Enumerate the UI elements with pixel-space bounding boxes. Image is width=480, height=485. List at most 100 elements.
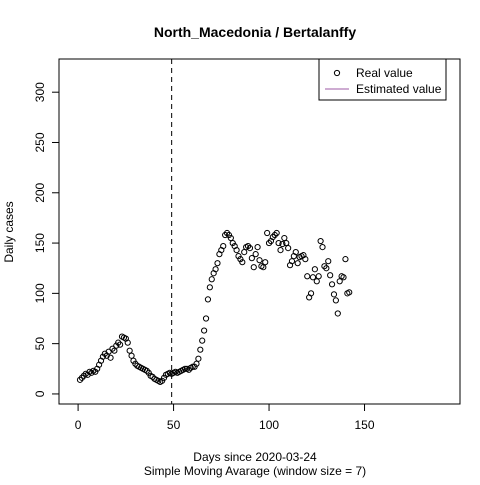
y-tick-label: 200 bbox=[33, 182, 47, 202]
data-point bbox=[254, 243, 261, 251]
data-point bbox=[143, 367, 150, 374]
legend-box bbox=[318, 58, 447, 101]
data-point bbox=[149, 373, 156, 380]
x-tick-label: 100 bbox=[259, 418, 279, 432]
data-point bbox=[208, 276, 215, 283]
data-point bbox=[307, 290, 315, 297]
data-point bbox=[204, 296, 212, 303]
data-point bbox=[233, 247, 240, 254]
data-point bbox=[185, 366, 192, 373]
data-point bbox=[199, 337, 206, 344]
data-point bbox=[277, 247, 284, 254]
data-point bbox=[265, 239, 273, 247]
x-axis-label: Days since 2020-03-24 bbox=[193, 450, 317, 464]
data-point bbox=[321, 263, 328, 270]
x-axis: 0 50 100 150 bbox=[75, 403, 375, 432]
data-point bbox=[323, 265, 330, 272]
y-axis-label: Daily cases bbox=[2, 201, 16, 262]
data-point bbox=[330, 291, 338, 298]
plot-frame bbox=[58, 58, 461, 405]
data-point bbox=[325, 258, 332, 265]
y-tick-label: 150 bbox=[33, 233, 47, 253]
data-point bbox=[109, 345, 116, 352]
data-point bbox=[334, 310, 341, 317]
data-point bbox=[304, 273, 311, 280]
data-point bbox=[252, 251, 259, 258]
data-point bbox=[281, 234, 288, 242]
data-point bbox=[279, 240, 286, 248]
legend-label-estimated-value: Estimated value bbox=[356, 82, 442, 96]
y-tick-label: 250 bbox=[33, 132, 47, 152]
data-point bbox=[197, 346, 204, 353]
data-point bbox=[88, 369, 95, 376]
data-point bbox=[332, 297, 339, 304]
y-tick-label: 100 bbox=[33, 283, 47, 303]
data-point bbox=[115, 339, 122, 346]
data-point bbox=[189, 363, 196, 370]
chart-subtitle: Simple Moving Avarage (window size = 7) bbox=[144, 464, 366, 478]
data-point bbox=[107, 354, 114, 361]
y-tick-label: 50 bbox=[33, 337, 47, 351]
data-point bbox=[195, 355, 202, 362]
data-point bbox=[181, 365, 189, 372]
data-point bbox=[256, 257, 263, 264]
data-point bbox=[80, 372, 87, 379]
data-point bbox=[214, 260, 221, 267]
legend-marker-real-value bbox=[333, 69, 341, 77]
data-point bbox=[128, 352, 135, 359]
data-point bbox=[309, 274, 317, 281]
legend: Real value Estimated value bbox=[318, 58, 447, 101]
data-point bbox=[239, 259, 246, 266]
data-point bbox=[275, 239, 282, 247]
data-point bbox=[206, 284, 213, 291]
data-point bbox=[117, 341, 124, 348]
data-point bbox=[222, 231, 229, 239]
data-point bbox=[273, 229, 280, 237]
data-point bbox=[202, 315, 210, 322]
data-point bbox=[271, 231, 278, 239]
data-point bbox=[105, 348, 112, 355]
x-tick-label: 50 bbox=[167, 418, 181, 432]
data-point bbox=[201, 327, 208, 334]
y-axis: 0 50 100 150 200 250 300 bbox=[33, 82, 60, 397]
data-point bbox=[285, 244, 292, 252]
data-point bbox=[269, 233, 276, 241]
data-point bbox=[244, 242, 252, 250]
data-point bbox=[78, 374, 86, 381]
data-point bbox=[302, 256, 309, 263]
data-point bbox=[246, 244, 254, 252]
y-tick-label: 0 bbox=[33, 390, 47, 397]
data-point bbox=[126, 347, 133, 354]
x-tick-label: 150 bbox=[355, 418, 375, 432]
data-point bbox=[292, 249, 299, 256]
data-point bbox=[342, 256, 349, 263]
y-tick-label: 300 bbox=[33, 82, 47, 102]
data-point bbox=[76, 376, 84, 383]
chart-title: North_Macedonia / Bertalanffy bbox=[154, 24, 356, 40]
data-point bbox=[212, 266, 219, 273]
data-point bbox=[327, 272, 334, 279]
data-point bbox=[294, 260, 301, 267]
data-point bbox=[346, 289, 353, 296]
legend-label-real-value: Real value bbox=[356, 66, 413, 80]
data-point bbox=[124, 339, 131, 346]
x-tick-label: 0 bbox=[75, 418, 82, 432]
data-point bbox=[223, 229, 231, 237]
data-point bbox=[315, 273, 322, 280]
data-point bbox=[250, 264, 257, 271]
data-point bbox=[340, 274, 347, 281]
data-point bbox=[220, 242, 227, 250]
data-point bbox=[262, 259, 269, 266]
data-point bbox=[328, 281, 336, 288]
data-point bbox=[264, 229, 271, 237]
data-point bbox=[248, 255, 255, 262]
data-point bbox=[132, 360, 139, 367]
data-point bbox=[313, 278, 320, 285]
series-real-value bbox=[76, 229, 353, 385]
data-point bbox=[319, 243, 326, 251]
data-point bbox=[311, 266, 318, 273]
data-point bbox=[241, 249, 248, 256]
data-point bbox=[317, 237, 324, 245]
